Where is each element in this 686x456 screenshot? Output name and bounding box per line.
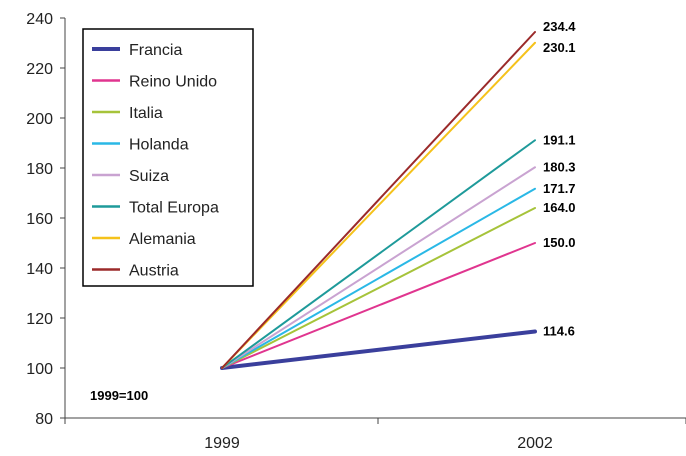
legend: Francia Reino Unido Italia Holanda Suiza Tota…	[82, 28, 254, 287]
legend-entry-label: Suiza	[129, 168, 169, 185]
data-labels: 114.6 150.0 164.0 171.7 180.3 191.1 230.1 234.4	[543, 19, 576, 339]
series-line-suiza	[221, 166, 536, 369]
data-label: 164.0	[543, 200, 576, 215]
legend-entry-label: Total Europa	[129, 200, 219, 217]
y-tick-label: 80	[35, 411, 53, 428]
series-line-austria	[221, 31, 536, 369]
data-label: 171.7	[543, 181, 576, 196]
y-tick-label: 140	[26, 261, 53, 278]
series-line-reino-unido	[221, 242, 536, 369]
series-line-alemania	[221, 41, 536, 369]
y-tick-label: 100	[26, 361, 53, 378]
base-year-note: 1999=100	[90, 388, 148, 403]
data-label: 191.1	[543, 132, 576, 147]
series-line-italia	[221, 207, 536, 369]
y-tick-label: 180	[26, 161, 53, 178]
y-tick-label: 240	[26, 11, 53, 28]
legend-entry-label: Reino Unido	[129, 74, 217, 91]
legend-entry-label: Italia	[129, 105, 163, 122]
legend-entry-label: Alemania	[129, 231, 196, 248]
data-label: 114.6	[543, 324, 575, 339]
data-label: 180.3	[543, 159, 576, 174]
data-label: 234.4	[543, 19, 576, 34]
legend-entry-label: Austria	[129, 263, 179, 280]
y-tick-label: 120	[26, 311, 53, 328]
legend-entry-label: Holanda	[129, 137, 189, 154]
legend-box	[82, 28, 254, 287]
series-line-holanda	[221, 187, 536, 369]
series-line-francia	[220, 329, 537, 370]
data-label: 150.0	[543, 235, 576, 250]
series-line-total-europa	[221, 139, 536, 369]
x-tick-label: 2002	[517, 435, 553, 452]
series-lines	[220, 31, 537, 370]
x-tick-label: 1999	[204, 435, 240, 452]
axis-ticks: 80 100 120 140 160 180 200 220 240 1999 2002	[26, 11, 686, 452]
y-tick-label: 220	[26, 61, 53, 78]
legend-entry-label: Francia	[129, 42, 182, 59]
y-tick-label: 160	[26, 211, 53, 228]
data-label: 230.1	[543, 40, 576, 55]
y-tick-label: 200	[26, 111, 53, 128]
